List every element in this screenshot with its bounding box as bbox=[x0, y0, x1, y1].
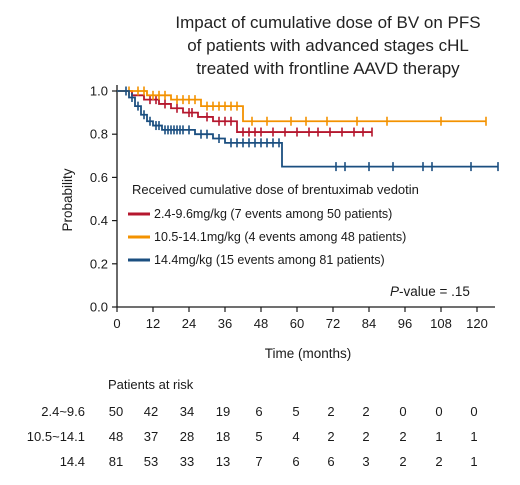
x-tick-label: 36 bbox=[218, 316, 232, 331]
risk-count: 5 bbox=[292, 404, 299, 419]
p-value-annotation: P-value = .15 bbox=[390, 284, 470, 299]
chart-title-line-2: of patients with advanced stages cHL bbox=[187, 36, 469, 55]
x-tick-label: 24 bbox=[182, 316, 196, 331]
legend: Received cumulative dose of brentuximab … bbox=[128, 182, 419, 267]
risk-count: 1 bbox=[470, 454, 477, 469]
x-tick-label: 84 bbox=[362, 316, 376, 331]
legend-title: Received cumulative dose of brentuximab … bbox=[132, 182, 419, 197]
y-tick-label: 0.8 bbox=[90, 127, 108, 142]
x-tick-label: 96 bbox=[398, 316, 412, 331]
legend-label: 2.4-9.6mg/kg (7 events among 50 patients… bbox=[154, 207, 392, 221]
risk-count: 48 bbox=[109, 429, 123, 444]
x-tick-label: 120 bbox=[466, 316, 488, 331]
risk-count: 0 bbox=[435, 404, 442, 419]
chart-title-line-3: treated with frontline AAVD therapy bbox=[196, 59, 460, 78]
risk-count: 6 bbox=[292, 454, 299, 469]
risk-count: 2 bbox=[327, 429, 334, 444]
risk-count: 2 bbox=[435, 454, 442, 469]
p-value-text: -value = .15 bbox=[399, 284, 470, 299]
risk-table-header: Patients at risk bbox=[108, 377, 194, 392]
y-tick-label: 0.4 bbox=[90, 213, 108, 228]
survival-curves bbox=[117, 86, 499, 172]
risk-count: 1 bbox=[435, 429, 442, 444]
risk-count: 19 bbox=[216, 404, 230, 419]
y-tick-label: 0.2 bbox=[90, 256, 108, 271]
risk-count: 2 bbox=[327, 404, 334, 419]
x-tick-label: 60 bbox=[290, 316, 304, 331]
y-tick-label: 0.0 bbox=[90, 300, 108, 315]
risk-count: 53 bbox=[144, 454, 158, 469]
x-tick-label: 12 bbox=[146, 316, 160, 331]
risk-count: 4 bbox=[292, 429, 299, 444]
x-tick-label: 48 bbox=[254, 316, 268, 331]
risk-count: 37 bbox=[144, 429, 158, 444]
risk-count: 6 bbox=[255, 404, 262, 419]
risk-count: 1 bbox=[470, 429, 477, 444]
risk-count: 6 bbox=[327, 454, 334, 469]
y-axis-title: Probability bbox=[60, 168, 75, 231]
plot-axes: 0.0 0.2 0.4 0.6 0.8 1.0 0 12 24 36 48 60 72 84 96 108 12… bbox=[90, 84, 495, 331]
risk-count: 28 bbox=[180, 429, 194, 444]
legend-label: 14.4mg/kg (15 events among 81 patients) bbox=[154, 253, 385, 267]
risk-count: 13 bbox=[216, 454, 230, 469]
risk-row-label: 14.4 bbox=[60, 454, 85, 469]
risk-count: 7 bbox=[255, 454, 262, 469]
risk-count: 0 bbox=[470, 404, 477, 419]
risk-count: 18 bbox=[216, 429, 230, 444]
chart-title-line-1: Impact of cumulative dose of BV on PFS bbox=[175, 13, 480, 32]
risk-count: 0 bbox=[399, 404, 406, 419]
p-value-italic: P bbox=[390, 284, 399, 299]
risk-count: 33 bbox=[180, 454, 194, 469]
risk-count: 42 bbox=[144, 404, 158, 419]
risk-table: Patients at risk 2.4~9.6 50 42 34 19 6 5 2 2 0 0 01… bbox=[27, 377, 478, 469]
y-tick-label: 1.0 bbox=[90, 84, 108, 99]
risk-row-label: 2.4~9.6 bbox=[41, 404, 85, 419]
x-tick-label: 0 bbox=[113, 316, 120, 331]
risk-count: 2 bbox=[362, 404, 369, 419]
risk-count: 2 bbox=[362, 429, 369, 444]
risk-count: 81 bbox=[109, 454, 123, 469]
y-tick-label: 0.6 bbox=[90, 170, 108, 185]
legend-label: 10.5-14.1mg/kg (4 events among 48 patien… bbox=[154, 230, 406, 244]
x-axis-title: Time (months) bbox=[265, 346, 352, 361]
risk-count: 2 bbox=[399, 429, 406, 444]
risk-count: 34 bbox=[180, 404, 194, 419]
risk-row-label: 10.5~14.1 bbox=[27, 429, 85, 444]
risk-count: 2 bbox=[399, 454, 406, 469]
x-tick-label: 108 bbox=[430, 316, 452, 331]
x-tick-label: 72 bbox=[326, 316, 340, 331]
risk-count: 5 bbox=[255, 429, 262, 444]
series-3-curve bbox=[117, 90, 498, 168]
risk-count: 50 bbox=[109, 404, 123, 419]
risk-count: 3 bbox=[362, 454, 369, 469]
series-2-curve bbox=[117, 90, 486, 123]
